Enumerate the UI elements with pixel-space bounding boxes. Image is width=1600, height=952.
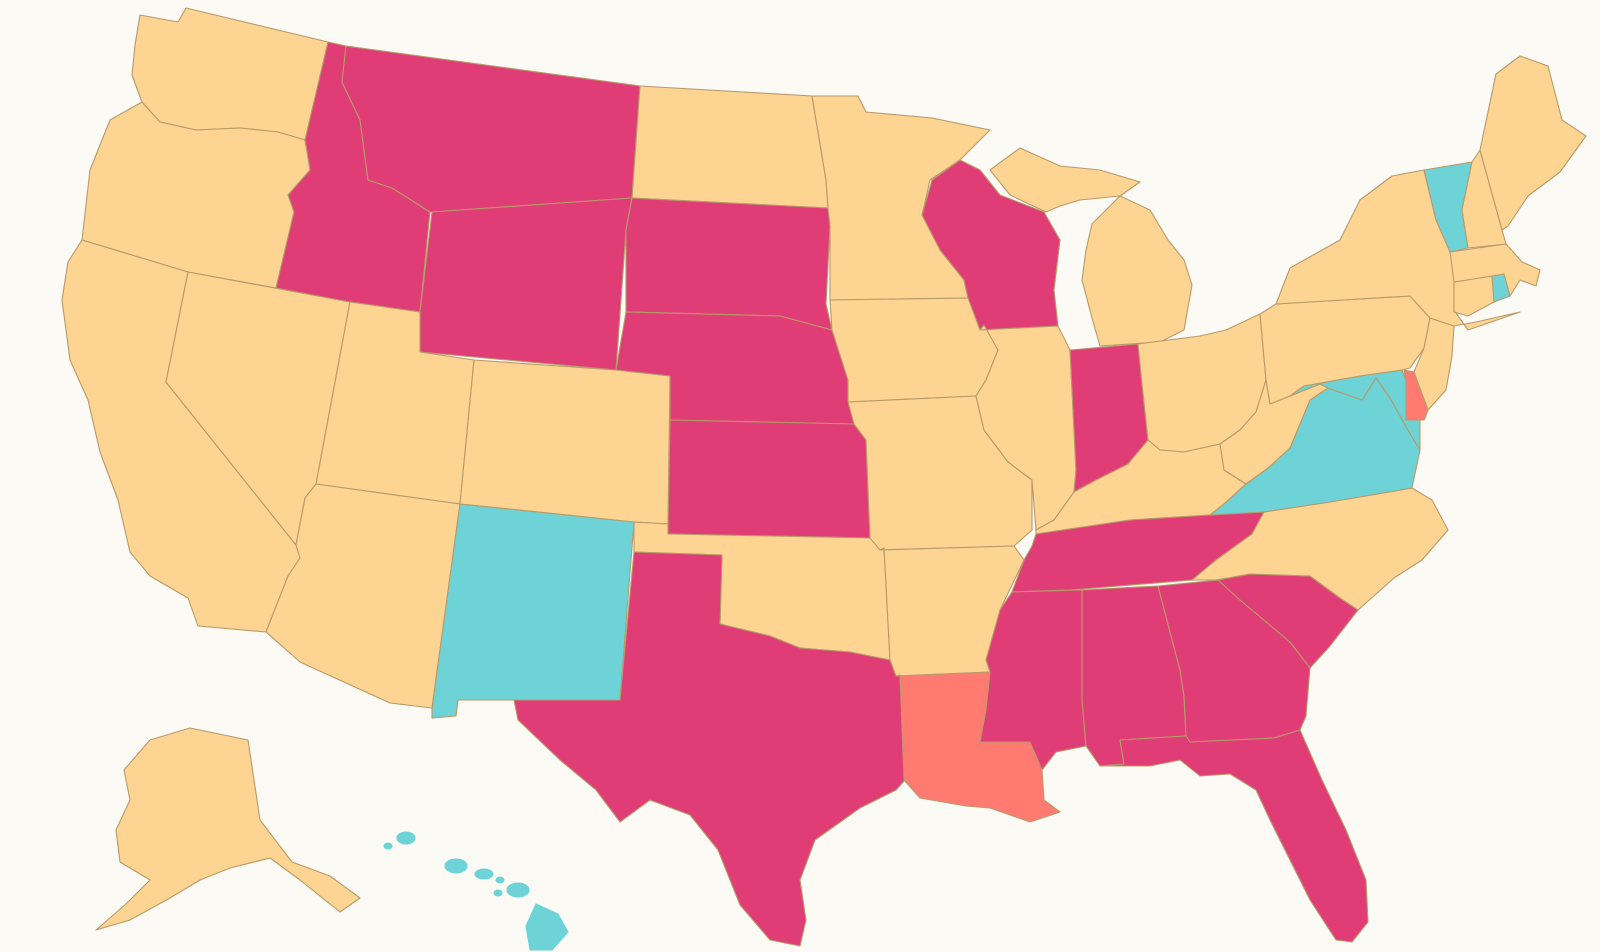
states-layer	[61, 7, 1587, 951]
state-alaska[interactable]	[95, 727, 361, 931]
state-texas[interactable]	[513, 551, 906, 947]
state-hawaii[interactable]	[383, 831, 569, 951]
state-iowa[interactable]	[829, 297, 999, 403]
state-kansas[interactable]	[667, 419, 871, 539]
state-massachusetts[interactable]	[1449, 243, 1541, 297]
state-florida[interactable]	[1099, 729, 1369, 943]
state-new-mexico[interactable]	[431, 503, 635, 719]
state-wyoming[interactable]	[419, 197, 633, 371]
state-washington[interactable]	[131, 7, 329, 141]
state-connecticut[interactable]	[1453, 275, 1495, 317]
state-new-jersey[interactable]	[1413, 317, 1455, 411]
state-north-dakota[interactable]	[631, 85, 829, 209]
state-colorado[interactable]	[459, 359, 671, 525]
state-wisconsin[interactable]	[921, 159, 1061, 331]
state-south-dakota[interactable]	[625, 197, 833, 331]
state-michigan[interactable]	[989, 147, 1193, 347]
state-maine[interactable]	[1479, 55, 1587, 231]
